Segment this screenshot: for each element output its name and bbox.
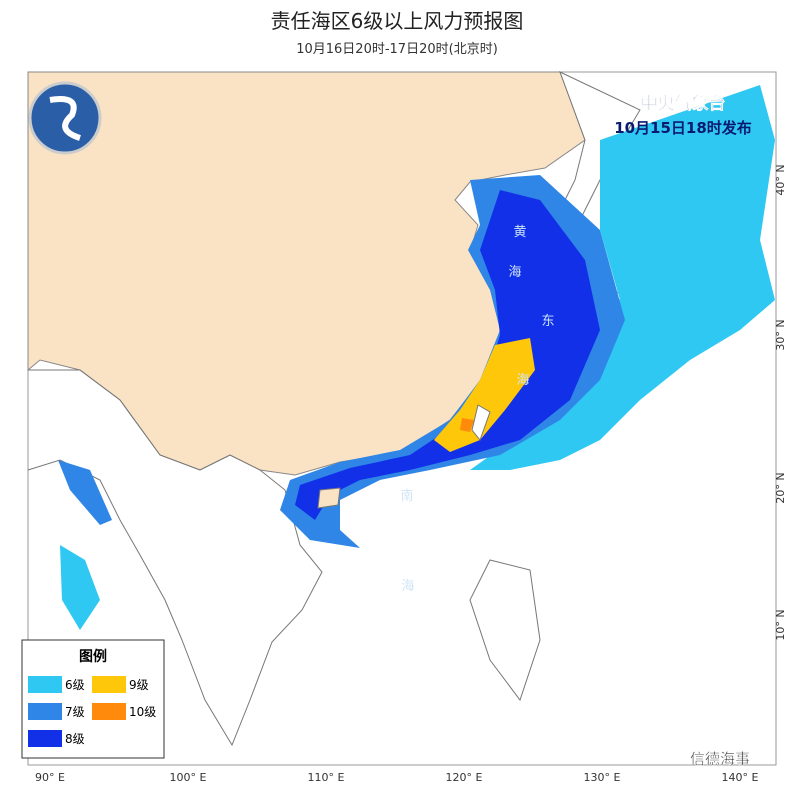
indochina-outline bbox=[27, 369, 323, 747]
longitude-label: 90° E bbox=[35, 771, 65, 784]
sea-label: 黄 bbox=[513, 225, 526, 240]
philippines-outline bbox=[469, 559, 541, 702]
latitude-labels: 40° N 30° N 20° N 10° N bbox=[774, 164, 787, 640]
map: 中央气象台 10月15日18时发布 90° E 100° E 110° E 120° … bbox=[21, 71, 787, 784]
logo-mark bbox=[49, 96, 82, 141]
taiwan bbox=[471, 404, 491, 442]
wind-zone-6 bbox=[470, 85, 775, 470]
longitude-label: 100° E bbox=[170, 771, 207, 784]
legend: 图例 6级 9级 7级 10级 8级 bbox=[21, 639, 165, 759]
legend-items: 6级 9级 7级 10级 8级 bbox=[28, 676, 156, 747]
sea-label: 海 bbox=[516, 373, 529, 388]
logo-circle bbox=[28, 81, 102, 155]
latitude-label: 20° N bbox=[774, 472, 787, 503]
sea-label: 海 bbox=[401, 579, 414, 594]
title: 责任海区6级以上风力预报图 bbox=[271, 9, 524, 33]
wind-zone-7 bbox=[58, 460, 112, 525]
sea-label: 南 bbox=[400, 488, 413, 504]
issuer-name: 中央气象台 bbox=[641, 93, 726, 114]
longitude-label: 120° E bbox=[446, 771, 483, 784]
subtitle: 10月16日20时-17日20时(北京时) bbox=[296, 42, 498, 57]
legend-title: 图例 bbox=[79, 648, 107, 665]
logo bbox=[28, 81, 102, 155]
longitude-label: 130° E bbox=[584, 771, 621, 784]
longitude-labels: 90° E 100° E 110° E 120° E 130° E 140° E bbox=[35, 771, 758, 784]
legend-swatch bbox=[28, 676, 62, 693]
legend-swatch bbox=[92, 703, 126, 720]
longitude-label: 110° E bbox=[308, 771, 345, 784]
watermark: 信德海事 bbox=[690, 750, 750, 768]
wind-zone-10 bbox=[460, 418, 474, 432]
legend-label: 6级 bbox=[65, 678, 85, 692]
sea-label: 海 bbox=[508, 265, 521, 280]
latitude-label: 30° N bbox=[774, 319, 787, 350]
wind-zone-9 bbox=[434, 338, 535, 452]
sea-label: 东 bbox=[541, 314, 554, 329]
wind-zone-6 bbox=[60, 545, 100, 630]
legend-label: 9级 bbox=[129, 678, 149, 692]
legend-label: 8级 bbox=[65, 732, 85, 746]
legend-label: 7级 bbox=[65, 705, 85, 719]
issue-time: 10月15日18时发布 bbox=[614, 119, 752, 137]
wind-zone-8 bbox=[295, 190, 600, 520]
legend-swatch bbox=[28, 730, 62, 747]
legend-swatch bbox=[92, 676, 126, 693]
latitude-label: 10° N bbox=[774, 609, 787, 640]
legend-swatch bbox=[28, 703, 62, 720]
latitude-label: 40° N bbox=[774, 164, 787, 195]
hainan bbox=[317, 487, 341, 509]
legend-label: 10级 bbox=[129, 705, 156, 719]
longitude-label: 140° E bbox=[722, 771, 759, 784]
